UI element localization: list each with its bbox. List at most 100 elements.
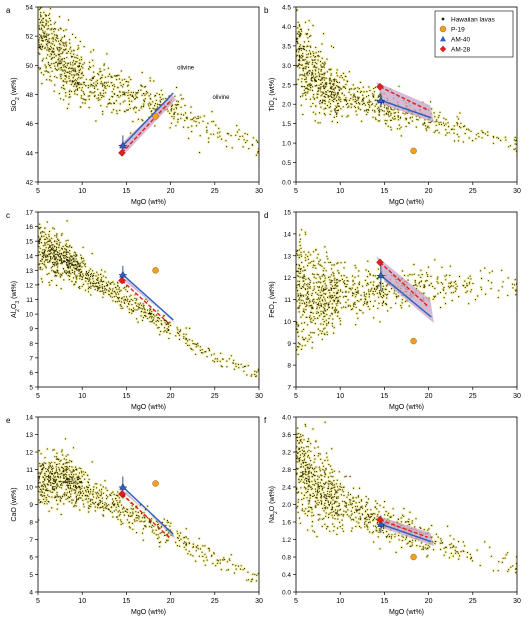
am28-point <box>118 276 126 285</box>
y-tick-label: 42 <box>26 180 34 187</box>
y-tick-label: 11 <box>26 467 33 474</box>
x-axis-label: MgO (wt%) <box>389 404 424 411</box>
legend-label: Hawaiian lavas <box>451 16 495 23</box>
y-tick-label: 16 <box>26 224 34 231</box>
y-tick-label: 9 <box>29 326 33 333</box>
x-tick-label: 30 <box>513 393 521 400</box>
y-tick-label: 10 <box>26 312 34 319</box>
p19-point <box>152 480 159 487</box>
p19-point <box>152 267 159 274</box>
x-tick-label: 15 <box>123 188 131 195</box>
panel-letter: e <box>6 416 11 425</box>
plot-frame <box>37 416 260 593</box>
x-tick-label: 15 <box>381 393 389 400</box>
y-tick-label: 6 <box>29 370 33 377</box>
am28-point <box>118 148 126 157</box>
y-tick-label: 54 <box>26 5 34 12</box>
am40-trend-line <box>122 274 174 321</box>
y-tick-label: 9 <box>29 502 33 509</box>
y-tick-label: 1.2 <box>282 537 291 544</box>
am40-trend-line <box>380 99 432 119</box>
y-axis-label: Na2O (wt%) <box>269 486 279 523</box>
x-tick-label: 15 <box>381 188 389 195</box>
x-axis-label: MgO (wt%) <box>389 609 424 616</box>
x-tick-label: 5 <box>294 393 298 400</box>
x-tick-label: 15 <box>123 393 131 400</box>
am40-point <box>377 96 385 104</box>
x-tick-label: 20 <box>167 598 175 605</box>
y-tick-label: 7 <box>29 355 33 362</box>
panel-d: 5 10 15 20 25 30 7 8 9 10 11 12 13 14 15 d MgO (wt%) FeOT… <box>264 210 521 412</box>
y-tick-label: 13 <box>26 432 34 439</box>
am40-point <box>119 141 127 149</box>
panel-c: 5 10 15 20 25 30 5 6 7 8 9 10 11 12 13 14 15 16 17 c MgO (wt… <box>6 210 263 412</box>
y-tick-label: 0.0 <box>282 180 291 187</box>
panel-b: 5 10 15 20 25 30 0.0 0.5 1.0 1.5 2.0 2.5 3.0 3.5 4.0 4.… <box>264 5 521 207</box>
x-tick-label: 30 <box>513 598 521 605</box>
panel-letter: f <box>264 416 267 425</box>
y-tick-label: 3.0 <box>282 63 291 70</box>
p19-point <box>410 337 417 345</box>
legend: Hawaiian lavas P-19 AM-40 AM-28 <box>434 10 514 58</box>
y-tick-label: 12 <box>284 275 292 282</box>
x-tick-label: 25 <box>469 188 477 195</box>
panel-letter: a <box>6 6 11 15</box>
y-tick-label: 13 <box>284 253 292 260</box>
y-tick-label: 52 <box>26 34 34 41</box>
y-axis-label: FeOT (wt%) <box>269 281 279 318</box>
x-axis-label: MgO (wt%) <box>131 404 166 411</box>
hawaiian-lavas-cloud <box>38 7 259 161</box>
y-tick-label: 14 <box>26 415 34 422</box>
y-tick-label: 5 <box>29 572 33 579</box>
y-tick-label: 2.4 <box>282 485 291 492</box>
am40-point <box>119 270 127 278</box>
y-tick-label: 17 <box>26 210 34 217</box>
y-tick-label: 3.2 <box>282 450 291 457</box>
x-tick-label: 20 <box>425 393 433 400</box>
y-tick-label: 5 <box>29 385 33 392</box>
legend-triangle-icon <box>440 35 446 42</box>
panel-f: 5 10 15 20 25 30 0.0 0.4 0.8 1.2 1.6 2.0 2.4 2.8 3.2 3.… <box>264 415 521 617</box>
x-tick-label: 25 <box>211 393 219 400</box>
hawaiian-lavas-cloud <box>38 219 259 381</box>
y-tick-label: 50 <box>26 63 34 70</box>
am28-trend-line <box>379 519 428 538</box>
am28-point <box>118 490 126 498</box>
legend-box <box>434 10 514 58</box>
fractionation-band <box>376 515 434 547</box>
y-axis-label: CaO (wt%) <box>11 487 18 521</box>
am28-trend-line <box>379 261 429 307</box>
y-tick-label: 2.0 <box>282 502 291 509</box>
x-tick-label: 10 <box>78 188 86 195</box>
x-axis-label: MgO (wt%) <box>131 609 166 616</box>
y-tick-label: 12 <box>26 282 34 289</box>
x-tick-label: 15 <box>123 598 131 605</box>
x-tick-label: 10 <box>78 393 86 400</box>
x-tick-label: 20 <box>425 188 433 195</box>
y-tick-label: 0.4 <box>282 572 291 579</box>
am40-point <box>119 482 127 490</box>
x-axis-label: MgO (wt%) <box>389 199 424 206</box>
y-tick-label: 14 <box>26 253 34 260</box>
am28-point <box>376 515 384 524</box>
x-tick-label: 30 <box>255 393 263 400</box>
am28-point <box>376 258 384 267</box>
x-tick-label: 20 <box>167 188 175 195</box>
y-tick-label: 8 <box>29 341 33 348</box>
x-tick-label: 5 <box>294 598 298 605</box>
p19-point <box>152 113 159 120</box>
y-tick-label: 46 <box>26 121 34 128</box>
legend-label: AM-28 <box>451 46 471 53</box>
y-tick-label: 15 <box>284 210 292 217</box>
panel-a: 5 10 15 20 25 30 42 44 46 48 50 52 54 a MgO (wt%) SiO2 … <box>6 5 263 207</box>
x-axis-label: MgO (wt%) <box>131 199 166 206</box>
x-tick-label: 5 <box>36 188 40 195</box>
x-tick-label: 10 <box>336 393 344 400</box>
am28-trend-line <box>379 86 429 111</box>
panel-letter: c <box>6 211 10 220</box>
panel-letter: d <box>264 211 268 220</box>
y-tick-label: 9 <box>287 341 291 348</box>
plot-frame <box>295 6 518 183</box>
y-tick-label: 7 <box>29 537 33 544</box>
panel-letter: b <box>264 6 269 15</box>
